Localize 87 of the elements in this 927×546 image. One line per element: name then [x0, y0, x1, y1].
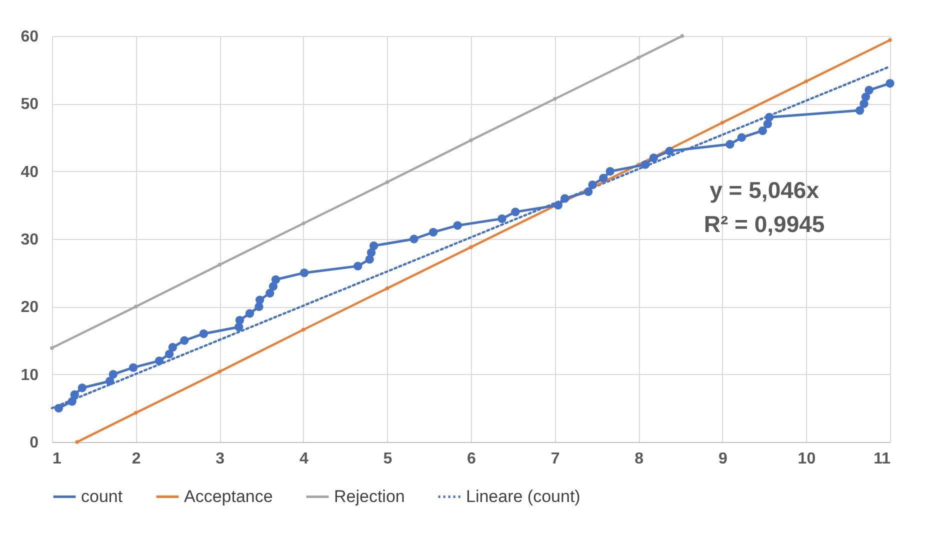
x-tick-label: 5 — [383, 450, 392, 468]
point — [385, 286, 390, 290]
legend-label: Lineare (count) — [466, 486, 580, 506]
point — [108, 370, 118, 379]
point — [105, 376, 114, 386]
point — [665, 146, 674, 156]
point — [235, 316, 244, 325]
point — [560, 194, 570, 203]
point — [469, 245, 473, 249]
x-tick-label: 4 — [299, 450, 308, 468]
point — [554, 200, 562, 210]
point — [511, 208, 520, 216]
point — [804, 79, 808, 84]
point — [154, 356, 164, 366]
point — [245, 309, 254, 318]
point — [886, 79, 894, 88]
point — [75, 440, 80, 444]
point — [302, 222, 306, 226]
y-tick-label: 20 — [20, 299, 39, 316]
x-tick-label: 10 — [798, 450, 816, 468]
line-series — [75, 38, 892, 444]
point — [134, 304, 138, 309]
annotation: y = 5,046x — [710, 177, 820, 203]
point — [588, 180, 597, 190]
point — [640, 160, 650, 169]
x-tick-label: 8 — [634, 450, 644, 468]
point — [78, 384, 86, 392]
y-tick-label: 10 — [20, 366, 39, 384]
point — [50, 346, 54, 350]
point — [864, 86, 874, 94]
y-tick-label: 0 — [30, 434, 39, 452]
point — [737, 133, 746, 142]
point — [218, 262, 222, 267]
point — [70, 390, 79, 399]
annotation: R² = 0,9945 — [704, 211, 825, 237]
point — [68, 397, 76, 406]
point — [453, 221, 462, 230]
point — [469, 138, 473, 142]
point — [366, 248, 376, 257]
point — [134, 411, 138, 415]
point — [268, 282, 278, 291]
point — [758, 126, 767, 136]
x-tick-label: 1 — [52, 450, 62, 468]
x-tick-label: 7 — [550, 450, 560, 468]
point — [54, 404, 64, 412]
point — [428, 228, 438, 237]
legend-label: count — [81, 486, 123, 506]
point — [255, 296, 264, 304]
point — [199, 329, 208, 338]
point — [606, 167, 614, 176]
point — [888, 38, 892, 42]
point — [498, 214, 506, 224]
point — [271, 275, 280, 284]
point — [720, 120, 724, 124]
y-tick-label: 40 — [20, 164, 39, 181]
point — [302, 328, 306, 332]
point — [552, 97, 557, 101]
point — [164, 350, 174, 358]
point — [300, 268, 309, 278]
point — [599, 174, 608, 182]
point — [410, 234, 418, 244]
point — [266, 288, 274, 298]
y-tick-label: 30 — [20, 232, 39, 248]
legend-label: Acceptance — [184, 486, 273, 506]
point — [649, 153, 658, 162]
point — [856, 106, 864, 115]
point — [726, 140, 734, 149]
x-tick-label: 11 — [874, 450, 891, 468]
point — [354, 262, 362, 270]
point — [861, 92, 870, 102]
point — [218, 370, 222, 374]
point — [385, 180, 390, 184]
point — [680, 34, 684, 38]
x-tick-label: 9 — [718, 450, 728, 468]
point — [636, 56, 640, 60]
point — [168, 342, 177, 352]
x-tick-label: 6 — [467, 450, 476, 468]
point — [369, 241, 378, 250]
y-tick-label: 60 — [20, 28, 39, 46]
legend-label: Rejection — [334, 486, 405, 506]
point — [180, 336, 189, 345]
x-tick-label: 3 — [216, 450, 225, 468]
y-tick-label: 50 — [20, 96, 39, 114]
x-tick-label: 2 — [132, 450, 141, 468]
point — [765, 112, 774, 122]
point — [584, 187, 593, 196]
point — [128, 363, 138, 372]
